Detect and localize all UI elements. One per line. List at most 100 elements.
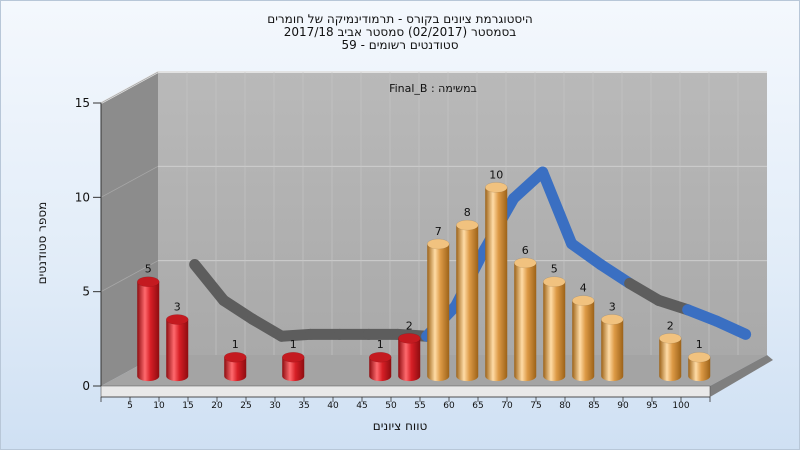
bar-20: 1 [223, 338, 247, 382]
y-tick-label: 0 [82, 379, 90, 393]
y-axis: 0 5 10 15 [75, 96, 102, 393]
chart-title-line-1: היסטוגרמת ציונים בקורס - תרמודינמיקה של … [267, 12, 533, 26]
x-tick-label: 70 [501, 401, 513, 411]
bar-100: 1 [687, 338, 711, 382]
grid-h-side-10 [100, 165, 159, 198]
bar-top [223, 351, 247, 363]
bar-body [166, 319, 189, 382]
bar-body [514, 262, 537, 382]
grid-h-side-5 [100, 260, 159, 293]
trend-segment [508, 166, 549, 204]
bar-body [137, 281, 160, 382]
bar-50: 2 [397, 319, 421, 382]
x-tick-label: 95 [646, 401, 657, 411]
x-tick-label: 25 [240, 401, 251, 411]
bar-10: 3 [165, 300, 189, 382]
bar-body [485, 187, 508, 382]
bar-60: 8 [455, 206, 479, 382]
bar-75: 5 [542, 263, 566, 382]
bar-body [601, 319, 624, 382]
bar-value-label: 2 [667, 319, 674, 332]
bar-top [165, 314, 189, 325]
bar-body [572, 300, 595, 382]
x-tick-label: 45 [356, 401, 367, 411]
bar-body [688, 357, 711, 382]
chart-title-line-2: בסמסטר (02/2017) סמסטר אביב 2017/18 [283, 25, 517, 39]
bar-body [543, 281, 566, 382]
x-axis: 5 10 15 20 25 30 35 40 45 50 55 60 65 70 75 80 85 90 95 100 [100, 396, 711, 411]
trend-segment [711, 315, 752, 340]
x-tick-label: 65 [472, 401, 483, 411]
x-tick-label: 90 [617, 401, 629, 411]
y-tick-label: 10 [75, 190, 90, 204]
floor-edge [710, 355, 773, 397]
bar-body [369, 357, 392, 382]
bar-value-label: 1 [377, 338, 384, 351]
bar-95: 2 [658, 319, 682, 382]
bar-45: 1 [368, 338, 392, 382]
trend-segment [189, 259, 230, 306]
x-tick-label: 55 [414, 401, 425, 411]
bar-value-label: 4 [580, 282, 587, 295]
trend-segment [595, 259, 636, 289]
x-tick-label: 80 [559, 401, 571, 411]
bar-value-label: 1 [290, 338, 297, 351]
x-tick-label: 35 [298, 401, 309, 411]
task-subtitle: במשימה : Final_B [389, 82, 477, 95]
bar-body [282, 357, 305, 382]
bar-value-label: 8 [464, 206, 471, 219]
bar-body [659, 338, 682, 382]
bar-body [224, 357, 247, 382]
x-tick-label: 40 [327, 401, 339, 411]
back-wall [158, 72, 767, 355]
bar-top [600, 314, 624, 325]
grid-lines [100, 71, 767, 355]
x-tick-label: 85 [588, 401, 599, 411]
x-tick-label: 30 [269, 401, 281, 411]
bar-value-label: 5 [551, 263, 558, 276]
bar-5: 5 [136, 263, 160, 382]
trend-segment [566, 238, 607, 271]
bar-top [368, 351, 392, 363]
bar-55: 7 [426, 225, 450, 382]
bar-top [513, 257, 537, 269]
bar-top [542, 276, 566, 287]
chart-title-line-3: סטודנטים רשומים - 59 [341, 38, 459, 52]
x-axis-label: טווח ציונים [372, 419, 428, 433]
x-tick-label: 10 [153, 401, 165, 411]
bar-top [281, 351, 305, 363]
trend-segment [537, 166, 578, 250]
bar-value-label: 1 [232, 338, 239, 351]
bar-top [658, 333, 682, 344]
bar-top [426, 238, 450, 250]
trend-segment [247, 313, 288, 342]
x-tick-label: 20 [211, 401, 223, 411]
bar-80: 4 [571, 282, 595, 382]
bar-value-label: 3 [174, 300, 181, 313]
floor-front-edge [100, 385, 711, 398]
bar-top [136, 276, 160, 287]
bar-85: 3 [600, 300, 624, 382]
y-axis-label: מספר סטודנטים [35, 201, 49, 285]
trend-segment [624, 277, 665, 306]
x-tick-label: 50 [385, 401, 397, 411]
bar-value-label: 6 [522, 244, 529, 257]
bar-top [687, 351, 711, 363]
trend-segment [218, 294, 259, 325]
y-tick-label: 5 [82, 285, 90, 299]
bar-value-label: 5 [145, 263, 152, 276]
bar-top [571, 295, 595, 306]
bar-value-label: 3 [609, 300, 616, 313]
grid-h-side-15 [100, 71, 159, 104]
x-tick-label: 15 [182, 401, 193, 411]
bar-top [455, 219, 479, 231]
bar-value-label: 2 [406, 319, 413, 332]
bar-30: 1 [281, 338, 305, 382]
bar-top [397, 333, 421, 344]
bar-65: 10 [484, 168, 508, 382]
x-tick-label: 5 [127, 401, 133, 411]
bar-body [456, 225, 479, 382]
bar-value-label: 7 [435, 225, 442, 238]
